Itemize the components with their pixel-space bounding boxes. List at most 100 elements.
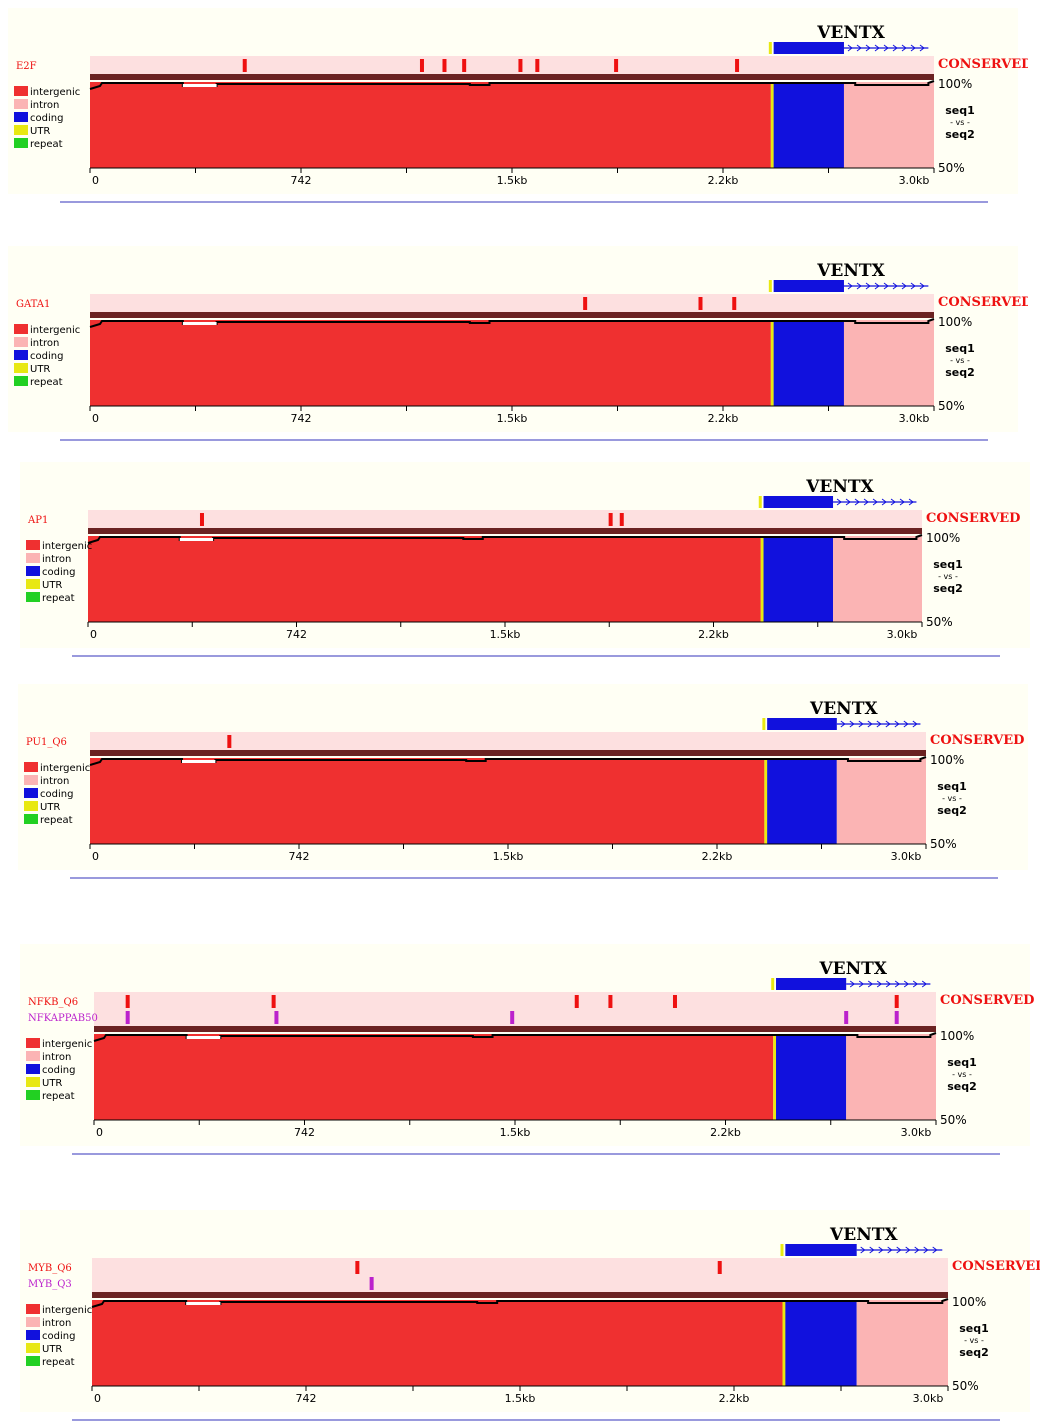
region-utr — [782, 1300, 786, 1386]
region-intergenic — [92, 1300, 783, 1386]
conservation-plot-svg: VENTX CONSERVED AP1 100% 50% seq1- vs -seq2 in… — [20, 462, 1030, 657]
gene-strand-arrow — [901, 282, 907, 290]
gene-strand-arrow — [856, 282, 862, 290]
gene-strand-arrow — [865, 44, 871, 52]
gene-strand-arrow — [894, 980, 901, 988]
x-axis-tick-label: 742 — [289, 850, 310, 863]
gene-strand-arrow — [874, 282, 880, 290]
gene-strand-arrow — [881, 498, 887, 506]
legend-swatch-intergenic — [14, 324, 28, 334]
legend-swatch-coding — [24, 788, 38, 798]
region-intron — [836, 758, 926, 844]
region-intergenic — [94, 1034, 774, 1120]
region-utr — [770, 320, 774, 406]
gene-strand-arrow — [860, 1246, 866, 1254]
conservation-line — [93, 1032, 937, 1042]
gene-strand-arrow — [899, 498, 905, 506]
gene-strand-arrow — [912, 720, 918, 728]
tfbs-track-background — [90, 732, 926, 750]
conserved-label: CONSERVED — [926, 511, 1020, 526]
legend-label-intron: intron — [40, 776, 69, 787]
gene-strand-arrow — [912, 980, 919, 988]
y-axis-bottom-label: 50% — [938, 399, 965, 413]
gene-utr — [768, 42, 772, 54]
x-axis-tick-label: 3.0kb — [887, 628, 918, 641]
legend-label-utr: UTR — [30, 126, 50, 137]
legend-label-coding: coding — [42, 1065, 75, 1076]
conservation-line — [89, 756, 927, 766]
x-axis-tick-label: 0 — [92, 850, 99, 863]
y-axis-bottom-label: 50% — [952, 1379, 979, 1393]
conserved-label: CONSERVED — [938, 57, 1028, 72]
gene-exon — [763, 496, 834, 508]
vs-label: - vs - — [964, 1336, 984, 1345]
gene-strand-arrow — [856, 44, 862, 52]
gene-strand-arrow — [890, 498, 896, 506]
x-axis-tick-label: 1.5kb — [497, 412, 528, 425]
gene-strand-arrow — [905, 1246, 911, 1254]
alignment-gap — [186, 1302, 221, 1305]
tfbs-track-label: NFKB_Q6 — [28, 997, 78, 1008]
legend-swatch-utr — [24, 801, 38, 811]
gene-strand-arrow — [894, 720, 900, 728]
x-axis-tick-label: 1.5kb — [500, 1126, 531, 1139]
gene-strand-arrow — [921, 980, 928, 988]
legend-label-repeat: repeat — [42, 1091, 75, 1102]
tfbs-track-label: AP1 — [27, 515, 48, 526]
conservation-line — [89, 318, 935, 328]
tfbs-site-mark — [894, 1011, 899, 1024]
gene-name-label: VENTX — [805, 477, 874, 497]
gene-name-label: VENTX — [816, 261, 885, 281]
gene-exon — [773, 42, 844, 54]
legend-swatch-intergenic — [14, 86, 28, 96]
tfbs-site-mark — [462, 59, 467, 72]
conservation-panel: VENTX CONSERVED GATA1 100% 50% seq1- vs - seq2… — [8, 246, 1032, 446]
legend-label-repeat: repeat — [40, 815, 73, 826]
tfbs-site-mark — [717, 1261, 722, 1274]
gene-exon — [767, 718, 837, 730]
gene-strand-arrow — [847, 44, 853, 52]
tfbs-track-background — [94, 992, 936, 1026]
gene-strand-arrow — [885, 980, 892, 988]
legend-label-intergenic: intergenic — [30, 87, 80, 98]
tfbs-site-mark — [894, 995, 899, 1008]
tfbs-track-label: MYB_Q3 — [28, 1279, 72, 1290]
gene-strand-arrow — [849, 720, 855, 728]
x-axis-tick-label: 742 — [286, 628, 307, 641]
tfbs-site-mark — [735, 59, 740, 72]
seq1-label: seq1 — [945, 342, 975, 355]
conservation-panel: VENTX CONSERVED E2F 100% 50% seq1- vs - seq2 in… — [8, 8, 1032, 208]
region-intron — [843, 320, 934, 406]
legend-label-repeat: repeat — [42, 1357, 75, 1368]
tfbs-site-mark — [199, 513, 204, 526]
gene-strand-arrow — [908, 498, 914, 506]
legend-swatch-intron — [14, 337, 28, 347]
legend-label-coding: coding — [30, 113, 63, 124]
region-utr — [770, 82, 774, 168]
gene-strand-arrow — [923, 1246, 929, 1254]
conservation-panel: VENTX CONSERVED NFKB_Q6 NFKAPPAB50 100% 50% se… — [20, 944, 1040, 1160]
legend-swatch-repeat — [14, 376, 28, 386]
conservation-line — [87, 534, 923, 544]
x-axis-tick-label: 1.5kb — [490, 628, 521, 641]
tfbs-track-label: NFKAPPAB50 — [28, 1013, 98, 1024]
legend-swatch-repeat — [26, 592, 40, 602]
alignment-bar — [92, 1292, 948, 1298]
legend-label-intergenic: intergenic — [40, 763, 90, 774]
x-axis-tick-label: 742 — [291, 174, 312, 187]
legend-swatch-intron — [26, 553, 40, 563]
legend-label-coding: coding — [30, 351, 63, 362]
region-intergenic — [90, 320, 771, 406]
tfbs-site-mark — [419, 59, 424, 72]
legend-label-intergenic: intergenic — [42, 1039, 92, 1050]
y-axis-top-label: 100% — [938, 77, 972, 91]
seq2-label: seq2 — [933, 582, 963, 595]
x-axis-tick-label: 2.2kb — [702, 850, 733, 863]
seq2-label: seq2 — [947, 1080, 977, 1093]
region-intron — [833, 536, 922, 622]
legend-swatch-intergenic — [26, 1038, 40, 1048]
seq1-label: seq1 — [937, 780, 967, 793]
gene-strand-arrow — [867, 720, 873, 728]
x-axis-tick-label: 1.5kb — [505, 1392, 536, 1405]
legend-label-intergenic: intergenic — [42, 1305, 92, 1316]
